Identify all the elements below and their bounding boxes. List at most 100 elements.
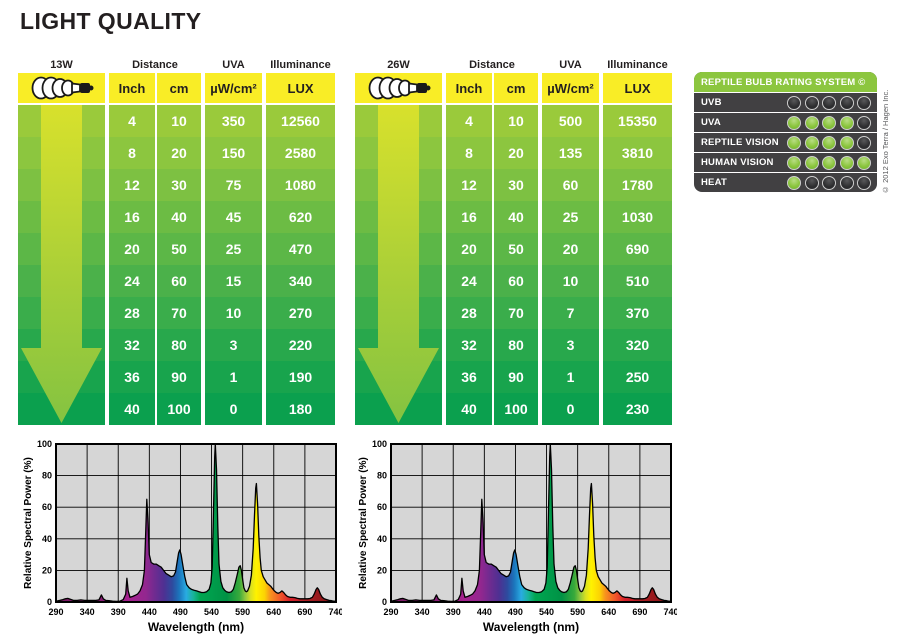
uva-value: 350 [205,105,262,137]
uva-value: 150 [205,137,262,169]
inch-unit-header: Inch [446,73,492,103]
rating-dots [787,115,871,130]
y-tick-label: 60 [377,502,387,512]
rating-dots [787,135,871,150]
x-tick-label: 390 [446,607,461,617]
rating-dot-on [839,155,854,170]
x-tick-label: 340 [415,607,430,617]
spectral-chart-13w: 290 340 390 440 490 540 590 640 690 740 0 20 40 60 80 1… [20,436,344,636]
page-title: LIGHT QUALITY [20,8,202,34]
lux-value: 2580 [266,137,335,169]
lux-value: 470 [266,233,335,265]
spectral-power-plot: 290 340 390 440 490 540 590 640 690 740 0 20 40 60 80 1… [358,439,679,634]
spectral-power-plot: 290 340 390 440 490 540 590 640 690 740 0 20 40 60 80 1… [23,439,344,634]
illuminance-column-header: Illuminance [270,59,331,71]
inch-value: 12 [446,169,492,201]
rating-dot-off [804,175,819,190]
rating-dot-off [857,135,871,150]
uva-value: 25 [205,233,262,265]
x-tick-label: 540 [204,607,219,617]
rating-row-uvb: UVB [694,92,877,112]
rating-dots [787,95,871,110]
uva-value: 25 [542,201,599,233]
cm-value: 100 [494,393,538,425]
lux-value: 190 [266,361,335,393]
cm-value: 90 [494,361,538,393]
uva-value: 15 [205,265,262,297]
rating-dot-off [857,175,871,190]
distance-gradient-column [18,105,105,425]
uva-value: 10 [542,265,599,297]
y-tick-label: 0 [382,597,387,607]
inch-value: 8 [446,137,492,169]
rating-dots [787,155,871,170]
rating-dot-on [822,115,836,130]
lux-value: 1780 [603,169,672,201]
x-tick-label: 490 [173,607,188,617]
rating-dot-off [822,95,836,110]
cm-value: 50 [494,233,538,265]
inch-value: 28 [109,297,155,329]
rating-dot-on [857,155,871,170]
y-tick-label: 40 [377,534,387,544]
inch-value: 40 [109,393,155,425]
rating-label: UVB [701,97,722,108]
y-tick-label: 100 [37,439,52,449]
y-axis-title: Relative Spectral Power (%) [23,457,34,589]
uva-column-header: UVA [222,59,245,71]
cm-value: 30 [157,169,201,201]
wattage-label: 26W [387,59,410,71]
rating-row-uva: UVA [694,112,877,132]
rating-dot-on [839,115,854,130]
y-tick-label: 40 [42,534,52,544]
table-body: 4 8 12 16 20 24 28 32 36 40 10 20 30 40 50 60 70 80 90 100 3… [18,105,335,425]
inch-data-column: 4 8 12 16 20 24 28 32 36 40 [446,105,492,425]
lux-value: 320 [603,329,672,361]
y-tick-label: 100 [372,439,387,449]
lux-value: 1030 [603,201,672,233]
cm-value: 90 [157,361,201,393]
rating-row-human-vision: HUMAN VISION [694,152,877,172]
lux-value: 15350 [603,105,672,137]
uva-value: 3 [205,329,262,361]
uva-value: 3 [542,329,599,361]
light-table-26w: 26W Distance UVA Illuminance Inch cm µW/… [355,54,672,425]
uva-value: 135 [542,137,599,169]
lux-value: 340 [266,265,335,297]
uva-value: 20 [542,233,599,265]
rating-row-heat: HEAT [694,172,877,192]
x-tick-label: 640 [266,607,281,617]
y-tick-label: 80 [42,471,52,481]
x-tick-label: 290 [48,607,63,617]
uva-value: 1 [542,361,599,393]
cm-value: 20 [494,137,538,169]
spectral-chart-26w: 290 340 390 440 490 540 590 640 690 740 0 20 40 60 80 1… [355,436,679,636]
inch-value: 36 [109,361,155,393]
uva-value: 1 [205,361,262,393]
distance-column-header: Distance [469,59,515,71]
inch-value: 8 [109,137,155,169]
x-tick-label: 490 [508,607,523,617]
x-tick-label: 440 [477,607,492,617]
x-tick-label: 440 [142,607,157,617]
cm-value: 40 [494,201,538,233]
uva-value: 7 [542,297,599,329]
rating-dot-on [787,115,801,130]
inch-data-column: 4 8 12 16 20 24 28 32 36 40 [109,105,155,425]
unit-header-row: Inch cm µW/cm² LUX [18,73,335,103]
x-tick-label: 590 [570,607,585,617]
x-tick-label: 740 [663,607,677,617]
rating-dot-off [787,95,801,110]
cm-value: 50 [157,233,201,265]
lux-value: 180 [266,393,335,425]
light-table-13w: 13W Distance UVA Illuminance Inch cm µW/… [18,54,335,425]
rating-dot-on [787,175,801,190]
cm-value: 60 [157,265,201,297]
rating-dot-off [857,115,871,130]
rating-dot-off [804,95,819,110]
uva-value: 0 [205,393,262,425]
reptile-bulb-rating-panel: REPTILE BULB RATING SYSTEM © UVB UVA REPTI… [694,72,877,192]
y-tick-label: 20 [42,565,52,575]
cm-value: 30 [494,169,538,201]
column-header-row: 13W Distance UVA Illuminance [18,54,335,71]
